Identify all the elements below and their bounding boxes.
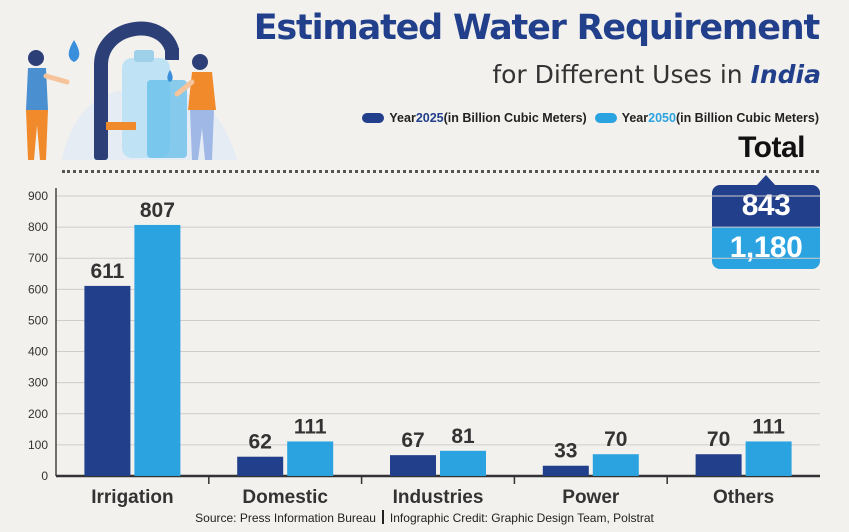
data-label: 611	[90, 260, 124, 283]
subtitle-prefix: for Different Uses in	[492, 60, 751, 89]
legend-suffix-2050: (in Billion Cubic Meters)	[675, 111, 819, 125]
total-box: 843 1,180	[712, 185, 820, 269]
bar-industries-2025	[390, 455, 436, 476]
x-tick-label: Industries	[393, 487, 484, 508]
data-label: 67	[401, 429, 424, 452]
bar-others-2050	[745, 441, 792, 476]
y-tick-label: 700	[28, 251, 48, 265]
y-tick-label: 0	[41, 469, 48, 483]
y-tick-label: 800	[28, 220, 48, 234]
y-tick-label: 300	[28, 376, 48, 390]
footer: Source: Press Information Bureau Infograp…	[0, 510, 849, 525]
y-tick-label: 600	[28, 282, 48, 296]
data-label: 33	[554, 440, 577, 463]
data-label: 807	[140, 199, 175, 222]
legend-suffix-2025: (in Billion Cubic Meters)	[443, 111, 587, 125]
x-tick-label: Irrigation	[91, 487, 173, 508]
bar-power-2050	[592, 454, 639, 476]
legend-swatch-2050	[594, 113, 617, 123]
bar-domestic-2025	[237, 456, 284, 476]
y-tick-label: 400	[28, 345, 48, 359]
data-label: 81	[451, 425, 475, 448]
bar-irrigation-2050	[134, 224, 181, 476]
bar-domestic-2050	[287, 441, 334, 476]
bar-industries-2050	[440, 450, 486, 476]
page-title: Estimated Water Requirement	[253, 8, 820, 48]
y-tick-label: 200	[28, 407, 48, 421]
bar-irrigation-2025	[84, 285, 131, 476]
total-label: Total	[738, 131, 805, 164]
water-tap-illustration-icon	[26, 21, 237, 160]
total-value-2025: 843	[712, 185, 820, 227]
legend-item-2050: Year 2050 (in Billion Cubic Meters)	[594, 111, 819, 125]
legend-year-2025: 2025	[415, 111, 444, 125]
total-pointer	[756, 175, 776, 186]
data-label: 70	[707, 428, 730, 451]
y-tick-label: 900	[28, 189, 48, 203]
chart-legend: Year 2025 (in Billion Cubic Meters) Year…	[362, 111, 819, 125]
bar-others-2025	[695, 454, 742, 476]
footer-separator	[381, 510, 384, 524]
legend-prefix-2050: Year	[621, 111, 649, 125]
x-tick-label: Others	[713, 487, 774, 508]
bar-power-2025	[542, 465, 589, 476]
data-label: 70	[604, 428, 627, 451]
legend-swatch-2025	[362, 113, 385, 123]
data-label: 62	[249, 431, 272, 454]
x-tick-label: Domestic	[242, 487, 328, 508]
source-text: Source: Press Information Bureau	[195, 511, 376, 525]
page-subtitle: for Different Uses in India	[492, 60, 821, 89]
x-tick-label: Power	[562, 487, 620, 508]
y-tick-label: 500	[28, 313, 48, 327]
credit-text: Infographic Credit: Graphic Design Team,…	[389, 511, 654, 525]
total-value-2050: 1,180	[712, 227, 820, 269]
legend-year-2050: 2050	[648, 111, 676, 125]
subtitle-country: India	[750, 60, 821, 89]
legend-prefix-2025: Year	[389, 111, 416, 125]
legend-item-2025: Year 2025 (in Billion Cubic Meters)	[362, 111, 587, 125]
dotted-divider	[62, 170, 819, 173]
data-label: 111	[294, 415, 327, 438]
y-tick-label: 100	[28, 438, 48, 452]
data-label: 111	[752, 415, 785, 438]
